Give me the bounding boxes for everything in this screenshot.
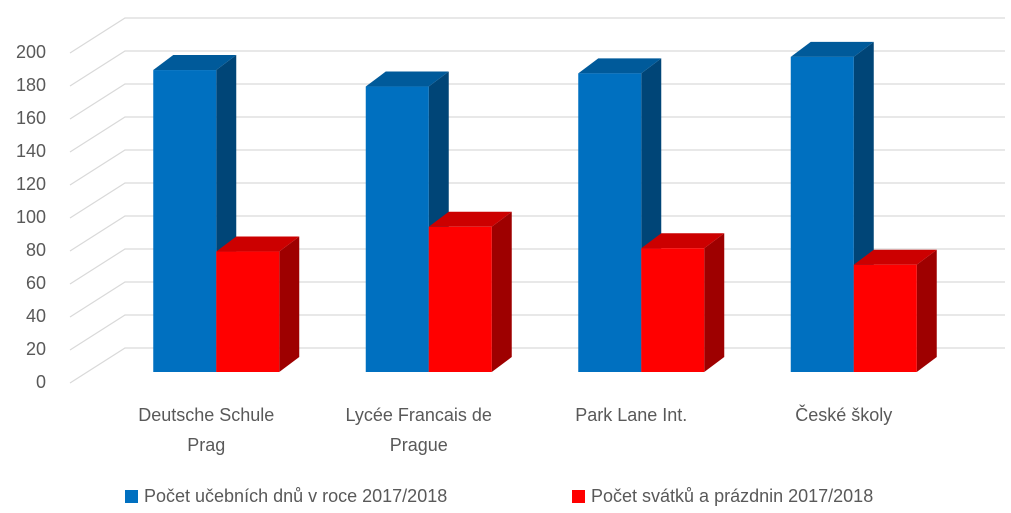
bar-front: [790, 56, 854, 372]
grid-line: [69, 50, 1005, 87]
y-tick-label: 20: [26, 339, 46, 359]
bar-top: [790, 41, 874, 57]
bar-front: [428, 226, 492, 372]
x-tick-label-line: Deutsche Schule: [138, 405, 274, 425]
bar-side: [916, 249, 937, 372]
x-tick-label-line: České školy: [795, 404, 892, 425]
bar-front: [216, 251, 280, 372]
grid-line: [69, 116, 1005, 153]
y-tick-label: 80: [26, 240, 46, 260]
bar: [216, 236, 300, 372]
y-tick-label: 60: [26, 273, 46, 293]
y-tick-label: 40: [26, 306, 46, 326]
y-tick-label: 140: [16, 141, 46, 161]
y-tick-label: 180: [16, 75, 46, 95]
bar: [853, 249, 937, 372]
x-tick-label: České školy: [795, 404, 892, 425]
bar-front: [853, 264, 917, 372]
legend-label: Počet svátků a prázdnin 2017/2018: [591, 486, 873, 506]
bar-top: [153, 55, 237, 71]
bar-top: [853, 249, 937, 265]
bar-side: [704, 233, 725, 372]
grid-line: [69, 149, 1005, 186]
x-tick-label: Park Lane Int.: [575, 405, 687, 425]
y-tick-label: 120: [16, 174, 46, 194]
bar-front: [578, 73, 642, 372]
y-tick-label: 100: [16, 207, 46, 227]
bar-top: [578, 58, 662, 74]
bar: [641, 233, 725, 372]
bar-top: [365, 71, 449, 87]
bar-top: [216, 236, 300, 252]
y-tick-label: 200: [16, 42, 46, 62]
y-tick-label: 160: [16, 108, 46, 128]
legend-swatch: [572, 490, 585, 503]
bar-side: [279, 236, 300, 372]
x-tick-label-line: Park Lane Int.: [575, 405, 687, 425]
grid-line: [69, 215, 1005, 252]
bar: [578, 58, 662, 372]
bar: [428, 211, 512, 372]
legend-swatch: [125, 490, 138, 503]
legend-label: Počet učebních dnů v roce 2017/2018: [144, 486, 447, 506]
x-tick-label: Lycée Francais de Prague: [346, 405, 492, 455]
x-tick-label-line: Prag: [187, 435, 225, 455]
bar-side: [491, 211, 512, 372]
grid-line: [69, 83, 1005, 120]
bar-front: [153, 70, 217, 373]
x-tick-label: Deutsche Schule Prag: [138, 405, 274, 455]
x-tick-label-line: Lycée Francais de: [346, 405, 492, 425]
y-tick-label: 0: [36, 372, 46, 392]
grid-line: [69, 17, 1005, 54]
bar-front: [365, 86, 429, 373]
bar-front: [641, 248, 705, 372]
x-tick-label-line: Prague: [390, 435, 448, 455]
bar-top: [641, 233, 725, 249]
grid-line: [69, 182, 1005, 219]
bar-top: [428, 211, 512, 227]
